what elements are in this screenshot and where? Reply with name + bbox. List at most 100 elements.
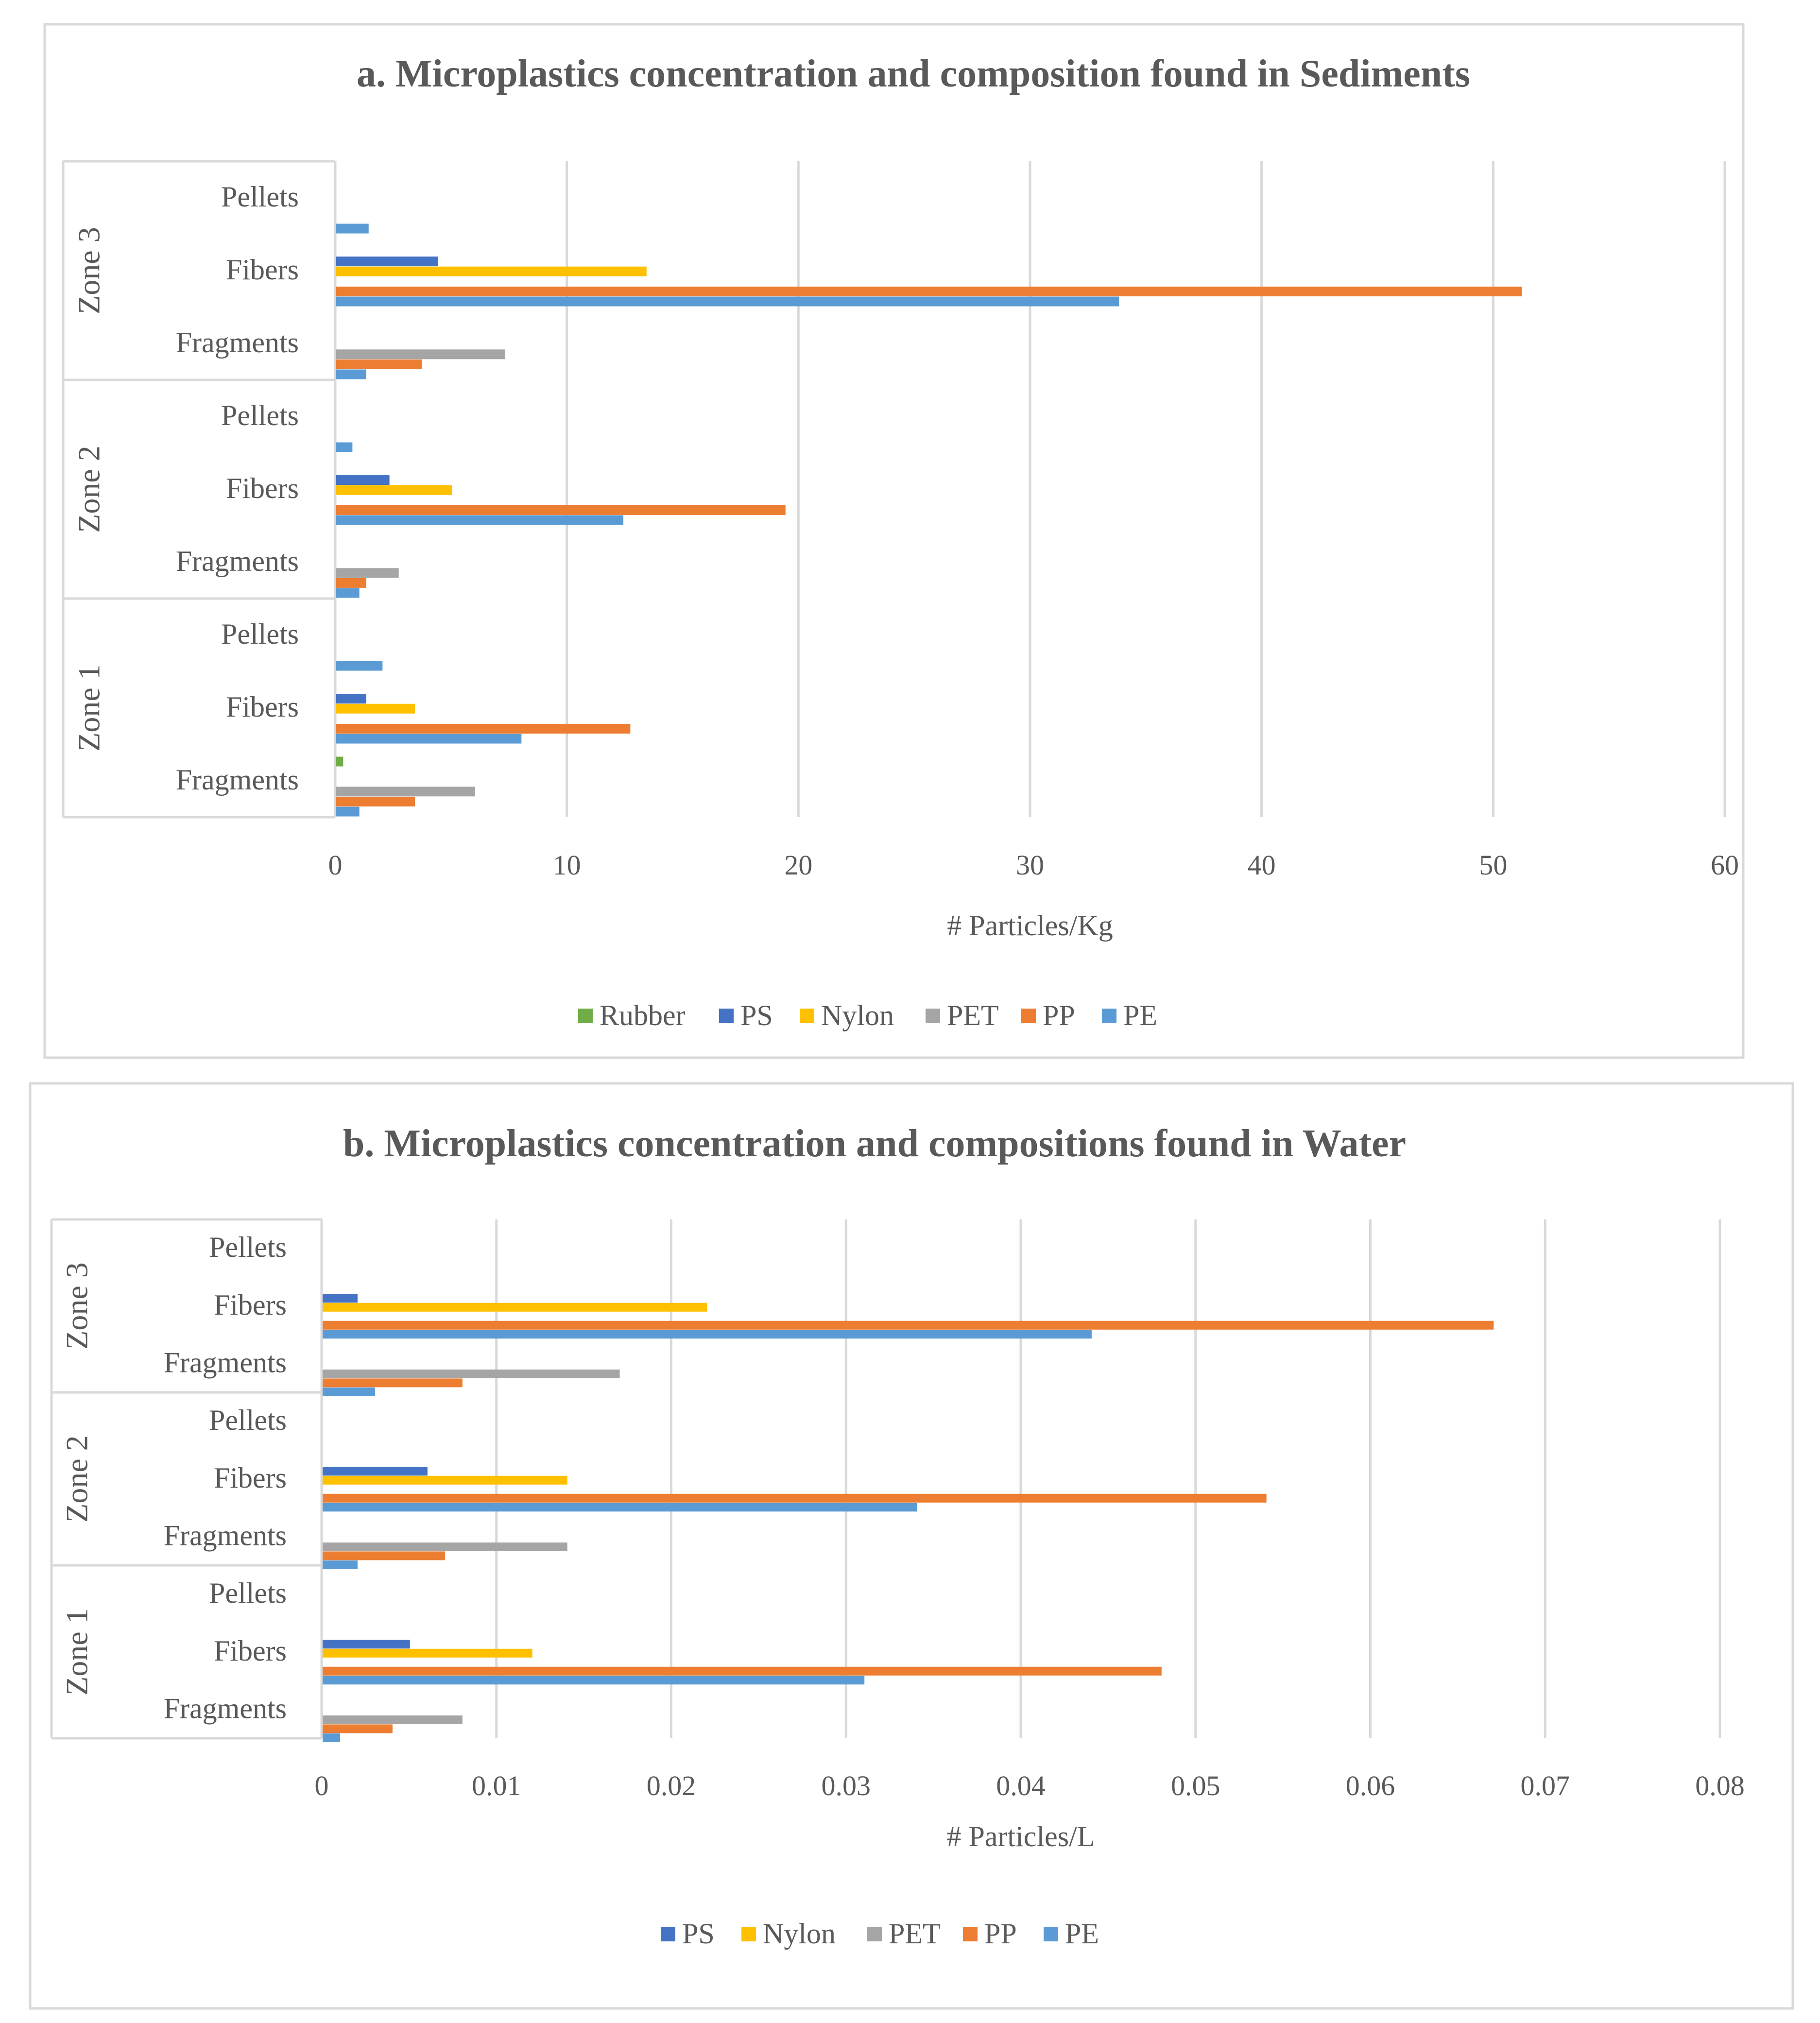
legend-swatch-pp [1021,1009,1036,1023]
bar-ps-fibers-zone-2 [336,475,390,485]
x-tick-label: 0 [328,849,343,881]
legend-swatch-ps [661,1927,675,1941]
chart-panel-water: b. Microplastics concentration and compo… [29,1082,1794,2010]
x-tick-label: 30 [1016,849,1044,881]
bar-ps-fibers-zone-3 [323,1294,358,1303]
bar-nylon-fibers-zone-1 [323,1648,532,1658]
bar-pe-fragments-zone-2 [336,588,360,598]
category-label: Fibers [214,1635,287,1667]
bar-pp-fibers-zone-1 [323,1666,1162,1676]
bar-pp-fragments-zone-3 [323,1378,463,1388]
bar-pp-fragments-zone-1 [336,796,415,806]
x-axis-title: # Particles/Kg [947,909,1113,942]
legend-label-nylon: Nylon [821,999,894,1031]
bar-pe-fragments-zone-2 [323,1560,358,1569]
category-label: Fibers [214,1289,287,1321]
bar-nylon-fibers-zone-2 [336,485,452,495]
x-tick-label: 0 [315,1770,329,1801]
x-tick-label: 40 [1248,849,1276,881]
legend-label-pe: PE [1065,1918,1099,1950]
bar-pe-fragments-zone-3 [323,1387,375,1396]
legend-label-pet: PET [889,1918,941,1950]
bar-nylon-fibers-zone-2 [323,1475,567,1485]
legend-swatch-pe [1102,1009,1116,1023]
x-tick-label: 0.04 [996,1770,1046,1801]
category-label: Pellets [209,1231,287,1263]
bar-pet-fragments-zone-1 [336,787,475,797]
bar-pe-fragments-zone-1 [336,806,360,817]
zone-label: Zone 3 [72,227,106,314]
legend-label-pet: PET [947,999,999,1031]
bar-pe-pellets-zone-1 [336,661,383,671]
bar-ps-fibers-zone-1 [323,1640,410,1649]
category-label: Fibers [226,254,299,286]
bar-pe-fibers-zone-2 [336,515,624,525]
bar-pe-fibers-zone-1 [336,734,522,744]
bar-pet-fragments-zone-3 [336,349,505,360]
bar-ps-fibers-zone-3 [336,257,438,267]
category-label: Pellets [209,1577,287,1609]
x-tick-label: 0.03 [822,1770,871,1801]
category-label: Fragments [164,1692,287,1724]
zone-label: Zone 2 [60,1435,94,1523]
category-label: Pellets [209,1404,287,1436]
category-label: Fragments [164,1519,287,1551]
legend: Rubber PS Nylon PET PP PE [578,999,1157,1031]
legend-swatch-pet [926,1009,940,1023]
legend-swatch-pp [963,1927,978,1941]
bar-ps-fibers-zone-1 [336,694,366,704]
legend-swatch-pet [867,1927,882,1941]
legend-swatch-rubber [578,1009,593,1023]
bar-nylon-fibers-zone-3 [336,266,647,276]
bar-pp-fragments-zone-2 [336,578,366,588]
legend-label-pp: PP [984,1918,1017,1950]
x-tick-label: 0.02 [647,1770,696,1801]
x-axis-title: # Particles/L [947,1820,1095,1852]
category-label: Fragments [164,1346,287,1378]
bar-pp-fragments-zone-2 [323,1551,445,1560]
x-tick-label: 60 [1711,849,1739,881]
x-tick-label: 0.06 [1346,1770,1395,1801]
category-label: Fragments [176,764,299,796]
panel-frame [43,23,1745,1059]
legend-label-rubber: Rubber [600,999,686,1031]
legend-swatch-nylon [741,1927,756,1941]
legend-label-nylon: Nylon [763,1918,836,1950]
chart-title: b. Microplastics concentration and compo… [343,1122,1406,1165]
bar-pe-fibers-zone-1 [323,1676,865,1685]
x-tick-label: 20 [784,849,812,881]
category-label: Fibers [214,1462,287,1494]
x-tick-label: 0.01 [472,1770,521,1801]
legend-label-pe: PE [1123,999,1157,1031]
x-tick-label: 10 [553,849,581,881]
legend-swatch-nylon [800,1009,814,1023]
bar-pe-fragments-zone-1 [323,1733,340,1742]
bar-rubber-fragments-zone-1 [336,756,343,767]
bar-pet-fragments-zone-2 [323,1542,567,1551]
bar-nylon-fibers-zone-1 [336,703,415,714]
bar-ps-fibers-zone-2 [323,1467,428,1476]
x-tick-label: 0.08 [1695,1770,1745,1801]
bar-pet-fragments-zone-3 [323,1369,620,1378]
category-label: Pellets [221,399,299,431]
zone-label: Zone 1 [60,1608,94,1696]
bar-pe-pellets-zone-2 [336,442,353,452]
category-label: Fragments [176,545,299,577]
bar-pp-fibers-zone-3 [323,1320,1494,1330]
zone-label: Zone 1 [72,664,106,752]
legend-label-pp: PP [1043,999,1075,1031]
bar-pe-fibers-zone-2 [323,1503,917,1512]
category-label: Pellets [221,618,299,650]
bar-pp-fragments-zone-1 [323,1724,393,1733]
bar-pp-fibers-zone-2 [323,1493,1267,1503]
bar-pe-fibers-zone-3 [336,296,1119,307]
legend-swatch-ps [719,1009,734,1023]
category-label: Pellets [221,181,299,213]
zone-label: Zone 2 [72,446,106,533]
bar-pe-pellets-zone-3 [336,223,369,234]
bar-pp-fragments-zone-3 [336,359,422,369]
chart-title: a. Microplastics concentration and compo… [357,52,1470,95]
x-tick-label: 0.05 [1171,1770,1220,1801]
bar-pp-fibers-zone-2 [336,505,786,515]
